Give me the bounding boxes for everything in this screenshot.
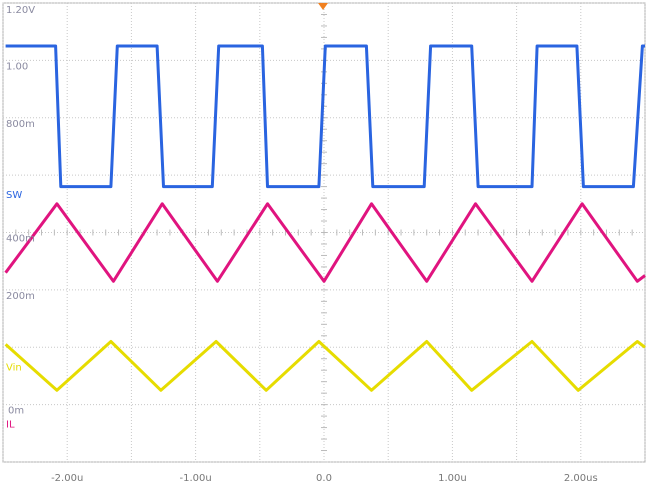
labels: -2.00u -1.00u 0.0 1.00u 2.00us 1.20V 1.00 800m 4…: [6, 5, 598, 484]
x-tick-label: 0.0: [316, 473, 332, 484]
y-tick-label: 200m: [6, 291, 35, 302]
trace: [5, 44, 645, 189]
channel-marker: Vin: [6, 362, 22, 373]
traces: [4, 44, 646, 392]
x-tick-label: -2.00u: [51, 473, 83, 484]
y-tick-label: 0m: [8, 406, 24, 417]
y-tick-label: 1.20V: [6, 5, 35, 16]
trace: [4, 340, 646, 392]
y-tick-label: 1.00: [6, 61, 28, 72]
channel-marker: IL: [6, 420, 15, 431]
channel-marker: SW: [6, 190, 22, 201]
trigger-marker: [318, 3, 328, 10]
x-tick-label: -1.00u: [179, 473, 211, 484]
x-tick-label: 1.00u: [438, 473, 467, 484]
y-tick-label: 400m: [6, 234, 35, 245]
y-tick-label: 800m: [6, 119, 35, 130]
trace: [4, 202, 646, 283]
x-tick-label: 2.00us: [564, 473, 598, 484]
